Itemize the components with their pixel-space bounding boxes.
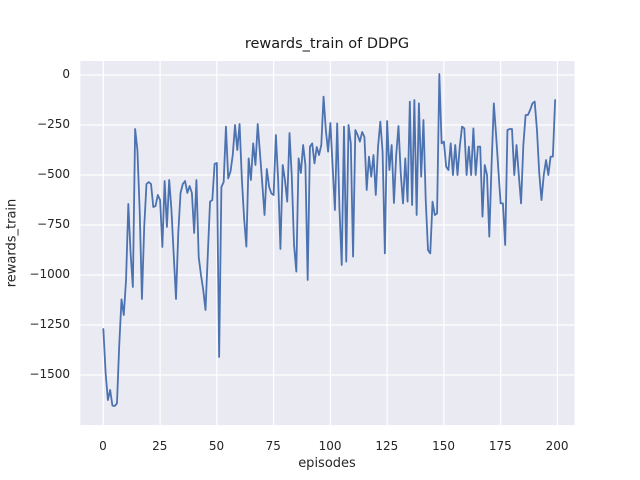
series-line <box>102 73 557 407</box>
x-tick-label: 200 <box>545 439 569 453</box>
x-tick-label: 175 <box>488 439 512 453</box>
x-tick-label: 150 <box>432 439 455 453</box>
x-tick-label: 50 <box>208 439 225 453</box>
y-tick-label: −750 <box>37 217 70 231</box>
x-tick-label: 75 <box>265 439 281 453</box>
x-tick-label: 100 <box>318 439 342 453</box>
plot-area <box>80 61 575 425</box>
y-tick-label: −500 <box>37 167 70 181</box>
y-tick-label: −1500 <box>29 367 70 381</box>
x-tick-labels: 0 25 50 75 100 125 150 175 200 <box>80 439 575 455</box>
y-tick-label: 0 <box>62 67 70 81</box>
y-tick-labels: 0 −250 −500 −750 −1000 −1250 −1500 <box>0 61 70 425</box>
x-axis-label: episodes <box>298 456 356 471</box>
y-tick-label: −1000 <box>29 267 70 281</box>
x-tick-label: 0 <box>99 439 107 453</box>
y-tick-label: −250 <box>37 117 70 131</box>
y-tick-label: −1250 <box>29 317 70 331</box>
plot-canvas <box>80 61 575 425</box>
x-tick-label: 125 <box>375 439 399 453</box>
chart-title: rewards_train of DDPG <box>244 36 410 52</box>
x-tick-label: 25 <box>152 439 168 453</box>
